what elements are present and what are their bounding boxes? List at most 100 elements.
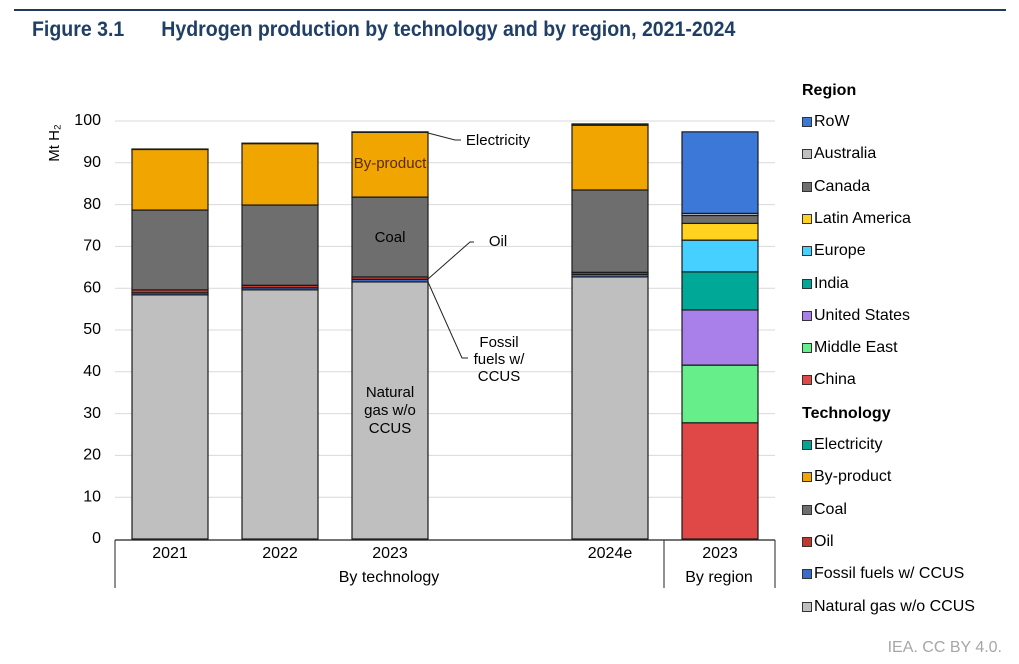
figure-title-text: Hydrogen production by technology and by… xyxy=(161,18,736,41)
bar-2023-segment-coal xyxy=(351,196,429,278)
bar-2021-segment-electricity xyxy=(131,148,209,151)
bar-2021-segment-natural-gas-w-o-ccus xyxy=(131,294,209,540)
legend-swatch xyxy=(802,472,812,483)
legend-swatch xyxy=(802,536,812,547)
legend-swatch xyxy=(802,181,812,192)
legend-swatch xyxy=(802,601,812,612)
bar-2024e-segment-coal xyxy=(571,189,649,273)
figure-number: Figure 3.1 xyxy=(32,18,125,41)
legend-label: India xyxy=(814,274,849,292)
legend-label: Coal xyxy=(814,500,847,518)
bar-2021-segment-by-product xyxy=(131,148,209,211)
legend-swatch xyxy=(802,569,812,580)
legend-item-coal: Coal xyxy=(802,501,847,519)
leader-line-fossil-ccus xyxy=(427,281,468,359)
annotation-fossil-ccus-line: fuels w/ xyxy=(474,351,526,368)
legend-swatch xyxy=(802,117,812,127)
x-tick-label: 2023 xyxy=(372,545,408,562)
legend-label: Oil xyxy=(814,532,834,550)
legend-item-oil: Oil xyxy=(802,533,834,551)
legend-label: United States xyxy=(814,306,911,324)
y-tick-label: 40 xyxy=(83,363,101,380)
legend-item-canada: Canada xyxy=(802,178,870,196)
leader-line-electricity xyxy=(427,132,461,141)
legend-label: Canada xyxy=(814,177,871,195)
bar-region-2023-segment-united-states xyxy=(681,309,759,366)
legend-swatch xyxy=(802,343,812,354)
y-tick-label: 20 xyxy=(83,447,101,464)
bar-region-2023-segment-row xyxy=(681,131,759,214)
legend-item-fossil-fuels-w-ccus: Fossil fuels w/ CCUS xyxy=(802,565,964,583)
annotation-fossil-ccus-line: CCUS xyxy=(478,368,521,385)
y-tick-label: 70 xyxy=(83,238,101,255)
legend-item-electricity: Electricity xyxy=(802,436,882,454)
legend-item-latin-america: Latin America xyxy=(802,210,911,228)
legend-label: Middle East xyxy=(814,339,898,357)
bar-region-2023-segment-latin-america xyxy=(681,222,759,241)
legend-swatch xyxy=(802,310,812,321)
legend-item-united-states: United States xyxy=(802,307,910,325)
top-rule xyxy=(14,9,1006,11)
legend-label: Australia xyxy=(814,145,877,163)
bar-region-2023-segment-china xyxy=(681,422,759,540)
legend-item-china: China xyxy=(802,371,856,389)
figure-title: Figure 3.1 Hydrogen production by technol… xyxy=(32,18,735,42)
bar-region-2023-segment-canada xyxy=(681,214,759,225)
y-tick-label: 50 xyxy=(83,321,101,338)
legend-item-europe: Europe xyxy=(802,242,866,260)
bar-2023-segment-electricity xyxy=(351,131,429,133)
legend-item-india: India xyxy=(802,275,849,293)
y-tick-label: 10 xyxy=(83,488,101,505)
legend-label: Electricity xyxy=(814,436,883,453)
x-tick-label: 2023 xyxy=(702,545,738,562)
annotation-oil: Oil xyxy=(489,233,507,250)
bar-2024e-segment-electricity xyxy=(571,123,649,126)
bar-2022-segment-coal xyxy=(241,204,319,286)
credit-text: IEA. CC BY 4.0. xyxy=(887,639,1002,656)
legend-swatch xyxy=(802,440,812,450)
y-axis-label: Mt H₂ xyxy=(46,124,63,162)
y-tick-label: 90 xyxy=(83,154,101,171)
bar-2024e-segment-natural-gas-w-o-ccus xyxy=(571,276,649,540)
bar-2022-segment-by-product xyxy=(241,142,319,206)
legend-item-australia: Australia xyxy=(802,145,876,163)
x-tick-label: 2021 xyxy=(152,545,188,562)
bar-2022-segment-natural-gas-w-o-ccus xyxy=(241,289,319,540)
annotation-natural-gas-line: CCUS xyxy=(369,420,412,437)
legend-label: Natural gas w/o CCUS xyxy=(814,597,975,615)
legend-label: Europe xyxy=(814,242,866,260)
bar-2024e-segment-by-product xyxy=(571,124,649,191)
legend-swatch xyxy=(802,278,812,289)
x-group-label: By technology xyxy=(339,569,440,586)
y-tick-label: 30 xyxy=(83,405,101,422)
legend-swatch xyxy=(802,375,812,386)
legend-label: RoW xyxy=(814,113,850,130)
legend-item-natural-gas-w-o-ccus: Natural gas w/o CCUS xyxy=(802,598,975,616)
legend-item-middle-east: Middle East xyxy=(802,339,898,357)
y-tick-label: 100 xyxy=(74,112,101,129)
x-tick-label: 2024e xyxy=(588,545,633,562)
legend-label: Fossil fuels w/ CCUS xyxy=(814,565,965,583)
legend-swatch xyxy=(802,213,812,224)
x-group-label: By region xyxy=(685,569,753,586)
y-tick-label: 60 xyxy=(83,279,101,296)
annotation-natural-gas-line: Natural xyxy=(366,384,414,401)
legend-swatch xyxy=(802,149,812,160)
bar-region-2023-segment-middle-east xyxy=(681,364,759,424)
bar-2021-segment-coal xyxy=(131,209,209,291)
legend-item-row: RoW xyxy=(802,113,850,131)
legend-item-by-product: By-product xyxy=(802,468,891,486)
x-tick-label: 2022 xyxy=(262,545,298,562)
annotation-coal: Coal xyxy=(375,229,406,246)
bar-region-2023-segment-europe xyxy=(681,239,759,273)
bar-region-2023-segment-india xyxy=(681,271,759,311)
annotation-fossil-ccus-line: Fossil xyxy=(479,334,518,351)
legend-label: Latin America xyxy=(814,209,911,227)
legend-label: China xyxy=(814,371,856,389)
legend-heading-technology: Technology xyxy=(802,405,891,422)
y-tick-label: 80 xyxy=(83,196,101,213)
legend-swatch xyxy=(802,504,812,515)
bar-2022-segment-electricity xyxy=(241,142,319,145)
legend-heading-region: Region xyxy=(802,82,857,99)
